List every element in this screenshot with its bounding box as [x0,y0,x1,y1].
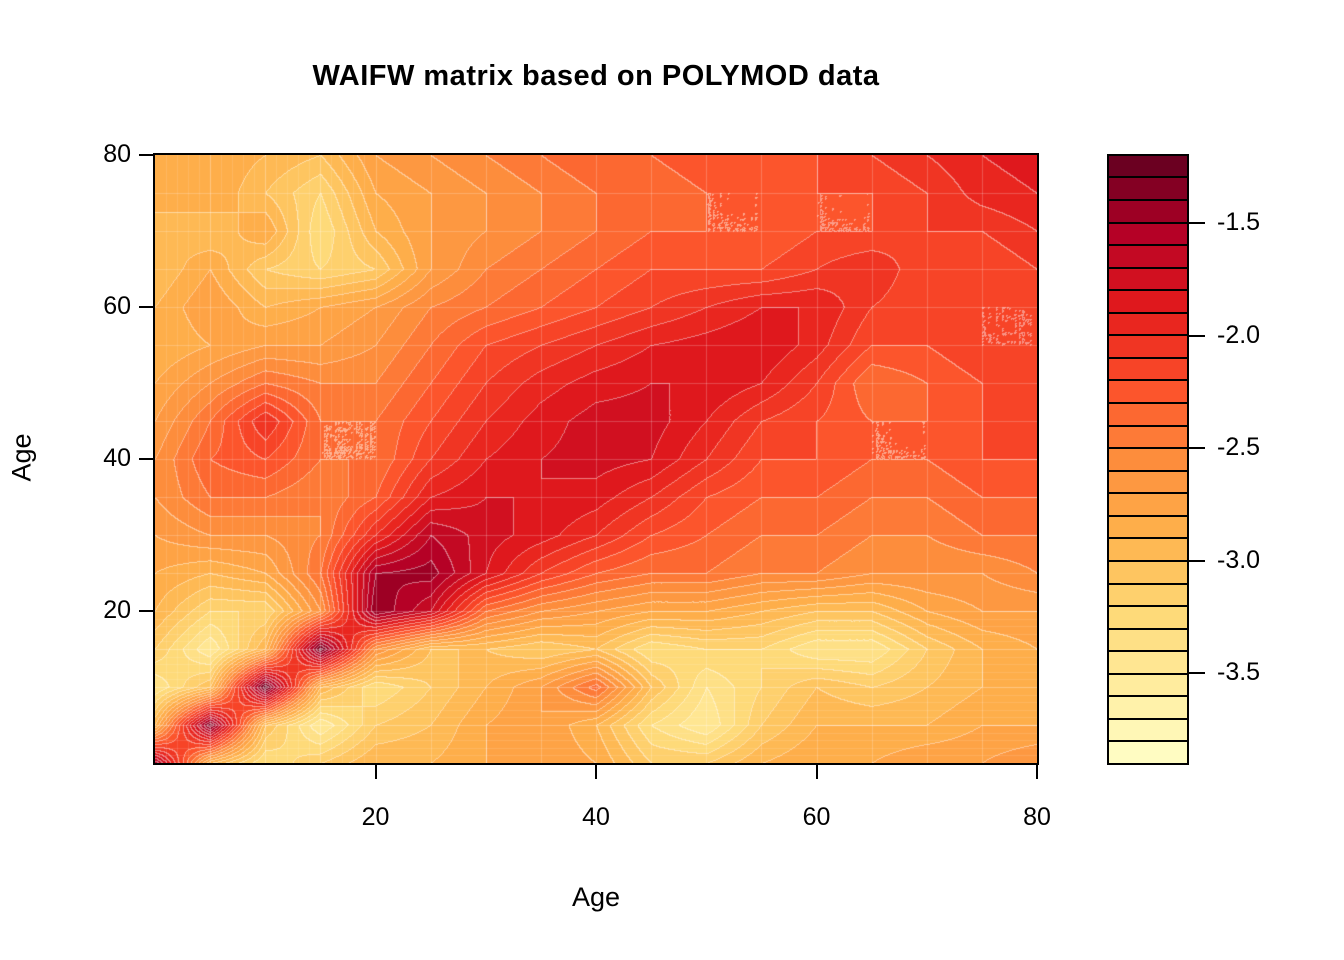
colorbar-cell [1109,650,1187,673]
y-axis-tick-mark [139,610,153,612]
y-axis-tick-label: 80 [103,140,131,168]
colorbar-cell [1109,740,1187,763]
colorbar-cell [1109,289,1187,312]
y-axis-tick-mark [139,458,153,460]
colorbar-tick-label: -3.0 [1217,545,1261,574]
chart-title: WAIFW matrix based on POLYMOD data [312,60,880,92]
x-axis-title: Age [571,882,621,912]
colorbar-tick-mark [1189,559,1205,562]
colorbar-cell [1109,379,1187,402]
colorbar-tick-label: -3.5 [1217,658,1261,687]
y-axis-tick-label: 40 [103,444,131,472]
colorbar-tick-mark [1189,222,1205,225]
y-axis-tick-mark [139,306,153,308]
x-axis-tick-mark [815,765,818,779]
plot-area-frame [153,153,1039,765]
colorbar-cell [1109,244,1187,267]
colorbar-legend [1107,154,1189,765]
colorbar-cell [1109,311,1187,335]
x-axis-tick-label: 80 [1023,803,1051,831]
colorbar-cell [1109,514,1187,538]
filled-contour-canvas [155,155,1037,763]
x-axis-tick-label: 40 [582,803,610,831]
colorbar-cell [1109,424,1187,448]
y-axis-title: Age [6,433,37,482]
colorbar-cell [1109,221,1187,245]
colorbar-cell [1109,402,1187,425]
colorbar-cell [1109,717,1187,741]
colorbar-cell [1109,627,1187,651]
y-axis-tick-label: 60 [103,292,131,320]
colorbar-cell [1109,176,1187,199]
x-axis-tick-mark [595,765,597,779]
x-axis-tick-mark [374,765,377,779]
colorbar-cell [1109,605,1187,628]
x-axis-tick-label: 60 [802,803,831,831]
colorbar-tick-label: -2.5 [1217,433,1261,462]
colorbar-cell [1109,537,1187,560]
colorbar-cell [1109,492,1187,515]
y-axis-tick-mark [139,154,153,156]
colorbar-cell [1109,695,1187,718]
colorbar-cell [1109,356,1187,380]
colorbar-tick-mark [1189,447,1205,450]
x-axis-tick-label: 20 [361,803,390,831]
colorbar-tick-mark [1189,672,1205,675]
colorbar-cell [1109,266,1187,290]
colorbar-cell [1109,469,1187,493]
colorbar-cell [1109,334,1187,357]
colorbar-cell [1109,447,1187,470]
colorbar-tick-label: -2.0 [1217,320,1261,349]
y-axis-tick-label: 20 [103,596,131,624]
x-axis-tick-mark [1036,765,1038,779]
colorbar-cell [1109,155,1187,177]
colorbar-cell [1109,559,1187,583]
colorbar-cell [1109,672,1187,696]
colorbar-tick-label: -1.5 [1217,208,1261,237]
colorbar-cell [1109,198,1187,222]
colorbar-cell [1109,582,1187,606]
colorbar-tick-mark [1189,334,1205,337]
